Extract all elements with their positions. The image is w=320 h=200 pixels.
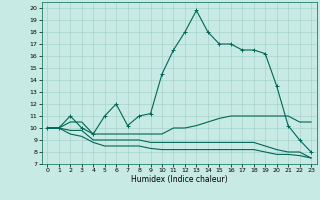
X-axis label: Humidex (Indice chaleur): Humidex (Indice chaleur) <box>131 175 228 184</box>
